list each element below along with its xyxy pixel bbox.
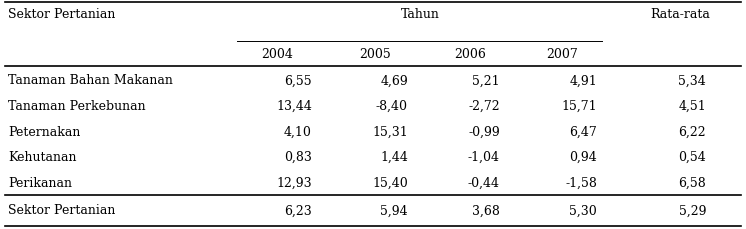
- Text: 2007: 2007: [547, 47, 578, 60]
- Text: 2006: 2006: [454, 47, 486, 60]
- Text: Sektor Pertanian: Sektor Pertanian: [8, 204, 116, 217]
- Text: 4,69: 4,69: [380, 74, 408, 87]
- Text: 5,94: 5,94: [380, 204, 408, 217]
- Text: 5,30: 5,30: [569, 204, 597, 217]
- Text: 0,54: 0,54: [678, 150, 706, 163]
- Text: Rata-rata: Rata-rata: [651, 8, 710, 21]
- Text: 6,23: 6,23: [284, 204, 312, 217]
- Text: 13,44: 13,44: [276, 99, 312, 112]
- Text: 12,93: 12,93: [276, 176, 312, 189]
- Text: 15,31: 15,31: [372, 125, 408, 138]
- Text: Sektor Pertanian: Sektor Pertanian: [8, 8, 116, 21]
- Text: 4,51: 4,51: [678, 99, 706, 112]
- Text: 15,71: 15,71: [562, 99, 597, 112]
- Text: 3,68: 3,68: [472, 204, 500, 217]
- Text: 4,10: 4,10: [284, 125, 312, 138]
- Text: -1,04: -1,04: [468, 150, 500, 163]
- Text: 6,58: 6,58: [678, 176, 706, 189]
- Text: 2004: 2004: [262, 47, 293, 60]
- Text: 5,29: 5,29: [679, 204, 706, 217]
- Text: -2,72: -2,72: [468, 99, 500, 112]
- Text: 0,83: 0,83: [284, 150, 312, 163]
- Text: -0,99: -0,99: [468, 125, 500, 138]
- Text: Tanaman Perkebunan: Tanaman Perkebunan: [8, 99, 145, 112]
- Text: Kehutanan: Kehutanan: [8, 150, 77, 163]
- Text: 2005: 2005: [359, 47, 391, 60]
- Text: 6,22: 6,22: [678, 125, 706, 138]
- Text: Tahun: Tahun: [401, 8, 439, 21]
- Text: Tanaman Bahan Makanan: Tanaman Bahan Makanan: [8, 74, 173, 87]
- Text: 4,91: 4,91: [569, 74, 597, 87]
- Text: -0,44: -0,44: [468, 176, 500, 189]
- Text: 5,34: 5,34: [678, 74, 706, 87]
- Text: 5,21: 5,21: [472, 74, 500, 87]
- Text: 6,47: 6,47: [569, 125, 597, 138]
- Text: -1,58: -1,58: [565, 176, 597, 189]
- Text: 6,55: 6,55: [284, 74, 312, 87]
- Text: 1,44: 1,44: [380, 150, 408, 163]
- Text: 15,40: 15,40: [372, 176, 408, 189]
- Text: -8,40: -8,40: [376, 99, 408, 112]
- Text: 0,94: 0,94: [569, 150, 597, 163]
- Text: Peternakan: Peternakan: [8, 125, 81, 138]
- Text: Perikanan: Perikanan: [8, 176, 72, 189]
